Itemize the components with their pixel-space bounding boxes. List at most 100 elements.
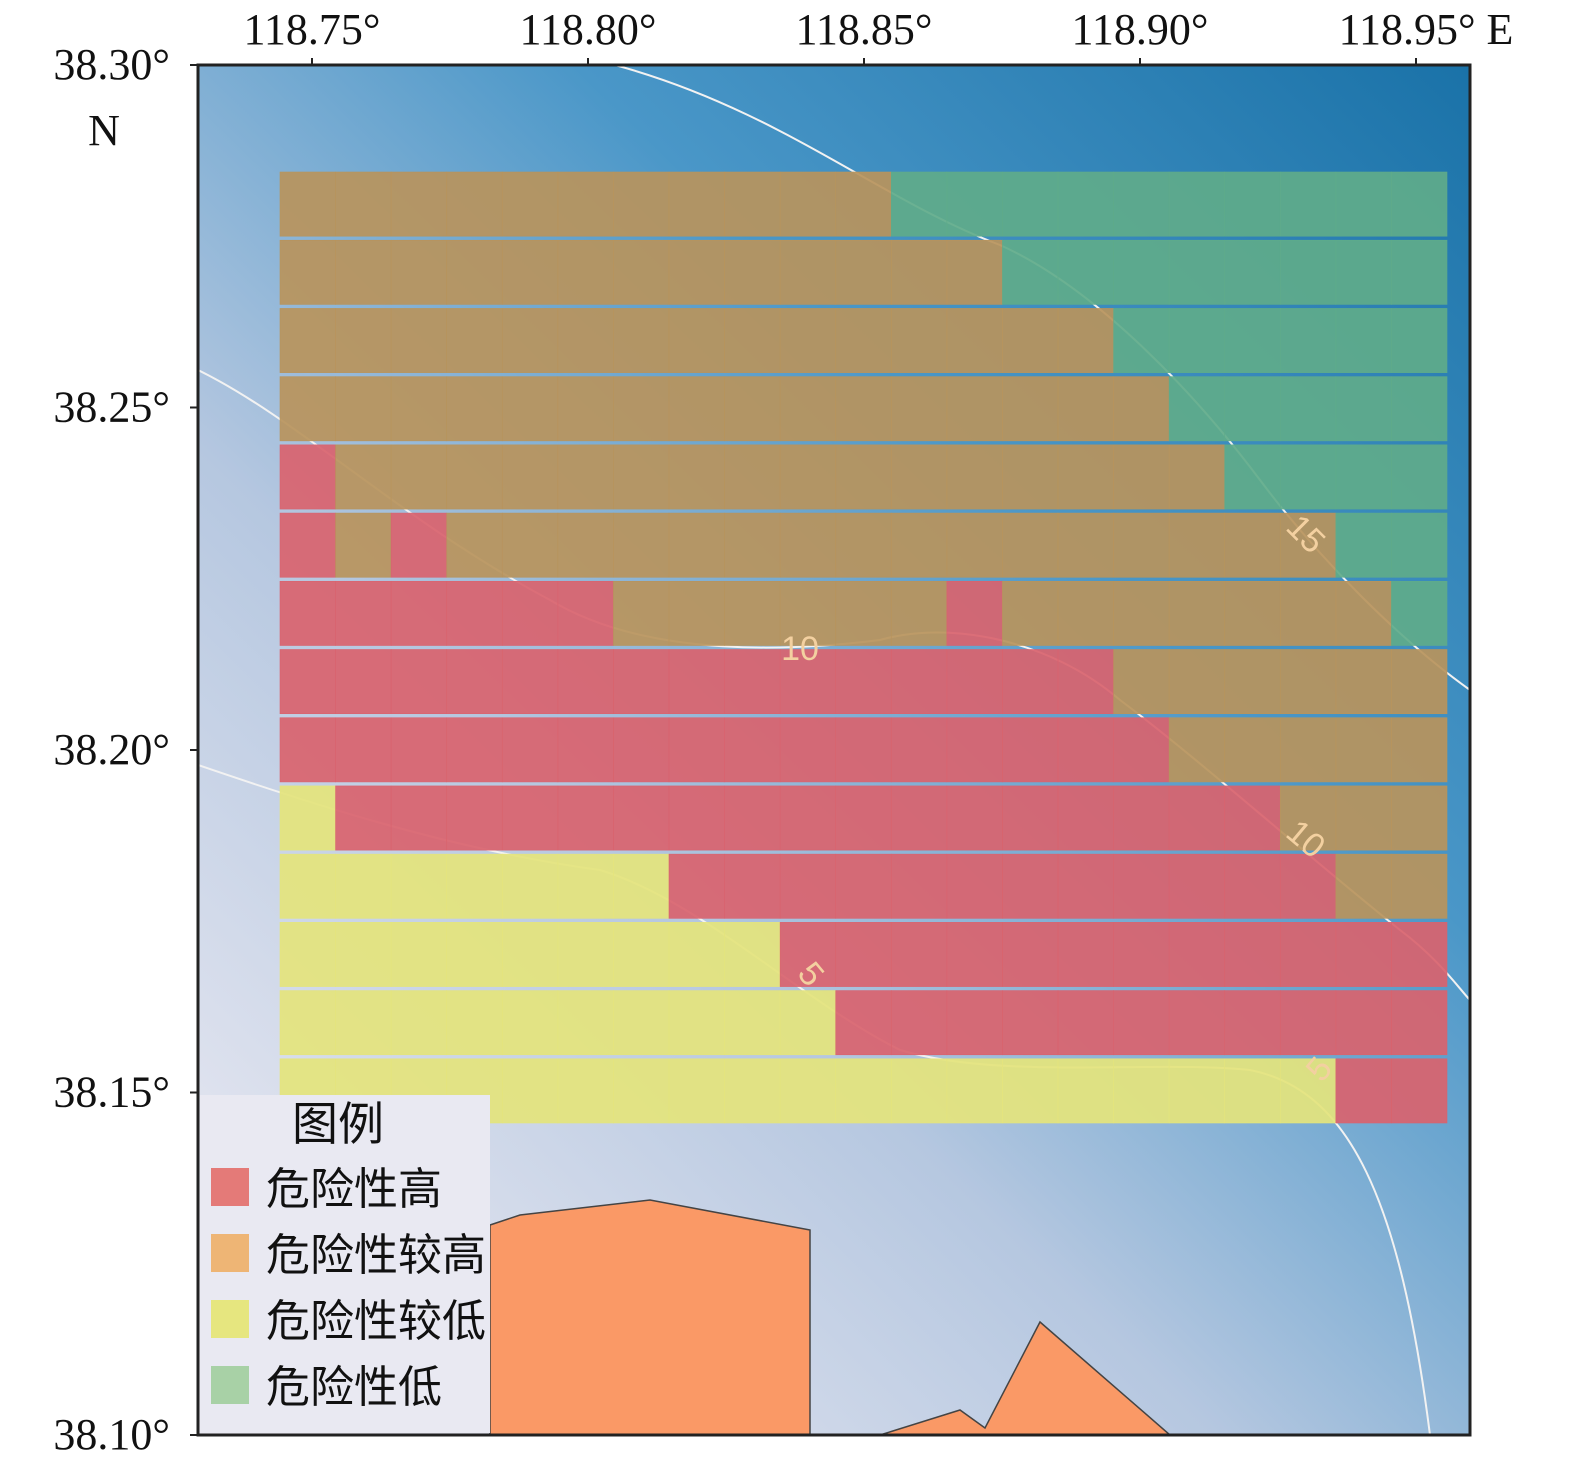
y-unit: N — [88, 106, 120, 155]
grid-cell — [668, 922, 725, 987]
grid-cell — [724, 239, 781, 305]
grid-cell — [557, 580, 614, 646]
grid-cell — [390, 376, 448, 442]
x-tick-label: 118.95° E — [1339, 5, 1514, 54]
grid-cell — [1057, 171, 1114, 237]
grid-cell — [613, 853, 670, 919]
grid-cell — [1002, 308, 1059, 373]
grid-cell — [946, 717, 1003, 783]
grid-cell — [335, 649, 392, 715]
grid-cell — [835, 717, 892, 783]
grid-cell — [1335, 308, 1392, 373]
grid-cell — [1335, 785, 1392, 851]
grid-cell — [1335, 990, 1392, 1056]
grid-cell — [335, 512, 392, 578]
grid-cell — [1391, 922, 1448, 987]
y-tick-label: 38.20° — [53, 725, 170, 774]
grid-cell — [724, 1058, 781, 1124]
grid-cell — [1224, 239, 1281, 305]
legend-swatch — [211, 1300, 249, 1338]
grid-cell — [446, 922, 503, 987]
grid-cell — [1224, 717, 1281, 783]
contour-label: 10 — [781, 630, 819, 668]
grid-cell — [557, 171, 614, 237]
grid-cell — [1391, 990, 1448, 1056]
grid-cell — [1168, 239, 1226, 305]
grid-cell — [501, 649, 559, 715]
grid-cell — [501, 1058, 559, 1124]
grid-cell — [1335, 239, 1392, 305]
grid-cell — [1391, 649, 1448, 715]
grid-cell — [1224, 785, 1281, 851]
grid-cell — [1279, 308, 1337, 373]
grid-cell — [1224, 922, 1281, 987]
grid-cell — [946, 171, 1003, 237]
grid-cell — [779, 717, 837, 783]
grid-cell — [279, 717, 336, 783]
grid-cell — [668, 717, 725, 783]
grid-cell — [668, 853, 725, 919]
grid-cell — [890, 922, 948, 987]
grid-cell — [890, 717, 948, 783]
grid-cell — [446, 239, 503, 305]
grid-cell — [946, 308, 1003, 373]
grid-cell — [1113, 1058, 1170, 1124]
grid-cell — [779, 376, 837, 442]
grid-cell — [1002, 376, 1059, 442]
grid-cell — [1002, 512, 1059, 578]
grid-cell — [613, 308, 670, 373]
grid-cell — [890, 785, 948, 851]
grid-cell — [501, 308, 559, 373]
grid-cell — [835, 1058, 892, 1124]
grid-cell — [946, 649, 1003, 715]
grid-cell — [446, 990, 503, 1056]
grid-cell — [1335, 853, 1392, 919]
legend-swatch — [211, 1234, 249, 1272]
grid-cell — [279, 853, 336, 919]
grid-cell — [1113, 649, 1170, 715]
grid-cell — [1002, 990, 1059, 1056]
legend-swatch — [211, 1168, 249, 1206]
grid-cell — [1335, 444, 1392, 510]
grid-cell — [446, 853, 503, 919]
grid-cell — [1168, 785, 1226, 851]
grid-cell — [890, 853, 948, 919]
grid-cell — [501, 444, 559, 510]
grid-cell — [890, 376, 948, 442]
grid-cell — [1224, 1058, 1281, 1124]
grid-cell — [390, 922, 448, 987]
grid-cell — [1279, 512, 1337, 578]
grid-cell — [890, 649, 948, 715]
grid-cell — [613, 649, 670, 715]
grid-cell — [335, 239, 392, 305]
grid-cell — [1002, 444, 1059, 510]
grid-cell — [835, 239, 892, 305]
grid-cell — [1057, 785, 1114, 851]
legend-label: 危险性较高 — [266, 1231, 486, 1280]
grid-cell — [390, 649, 448, 715]
grid-cell — [279, 376, 336, 442]
grid-cell — [1113, 922, 1170, 987]
grid-cell — [1057, 444, 1114, 510]
grid-cell — [946, 1058, 1003, 1124]
grid-cell — [1224, 444, 1281, 510]
grid-cell — [1224, 308, 1281, 373]
grid-cell — [1335, 649, 1392, 715]
grid-cell — [335, 171, 392, 237]
grid-cell — [390, 785, 448, 851]
grid-cell — [279, 512, 336, 578]
grid-cell — [779, 171, 837, 237]
grid-cell — [446, 308, 503, 373]
grid-cell — [779, 990, 837, 1056]
x-tick-label: 118.80° — [520, 5, 657, 54]
grid-cell — [890, 239, 948, 305]
grid-cell — [835, 990, 892, 1056]
grid-cell — [1057, 580, 1114, 646]
grid-cell — [1057, 649, 1114, 715]
x-tick-label: 118.85° — [796, 5, 933, 54]
grid-cell — [779, 649, 837, 715]
grid-cell — [1168, 444, 1226, 510]
grid-cell — [1002, 239, 1059, 305]
x-tick-label: 118.75° — [244, 5, 381, 54]
